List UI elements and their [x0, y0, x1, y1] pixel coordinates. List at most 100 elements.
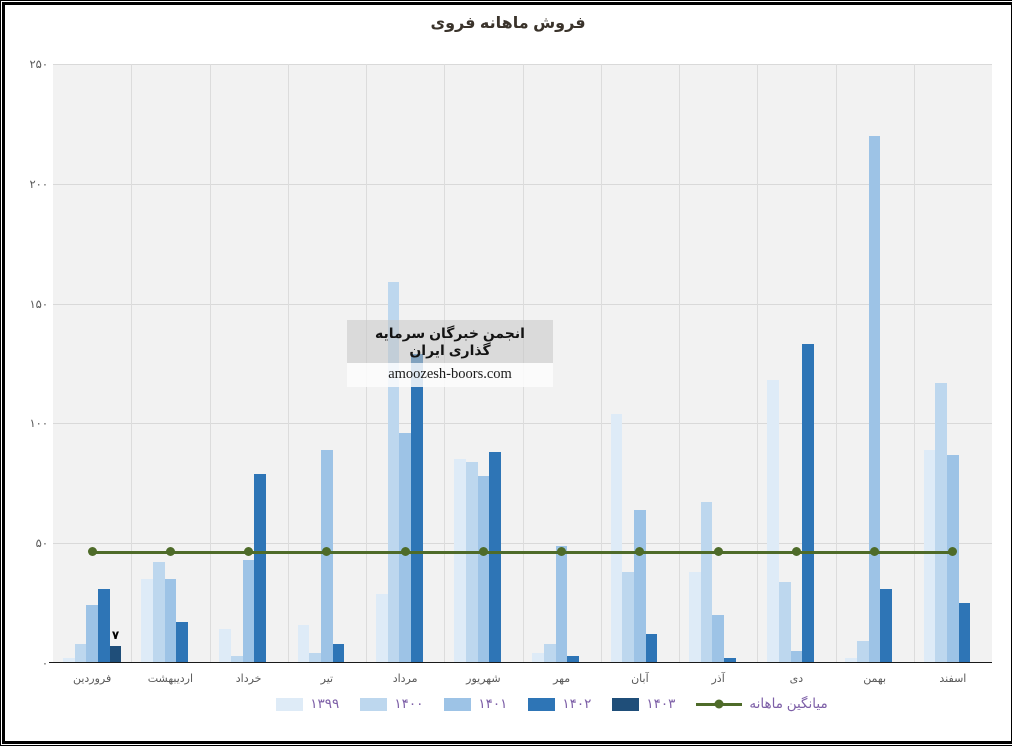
average-line-marker: [400, 547, 410, 557]
bar-۱۴۰۲-خرداد: [254, 473, 267, 663]
x-tick-label: تیر: [320, 673, 334, 685]
average-line-marker: [87, 547, 97, 557]
average-line-marker: [557, 547, 567, 557]
bar-۱۴۰۰-مهر: [544, 643, 556, 663]
bar-data-label: ۷: [111, 628, 120, 643]
bar-۱۴۰۳-فروردین: [109, 646, 122, 663]
bar-۱۴۰۱-دی: [790, 651, 803, 663]
bar-۱۴۰۱-اردیبهشت: [164, 579, 177, 663]
average-line-marker: [713, 547, 723, 557]
bar-۱۳۹۹-آذر: [688, 571, 701, 663]
bar-۱۴۰۱-شهریور: [477, 476, 490, 663]
gridline-vertical: [757, 64, 759, 663]
legend-item: ۱۴۰۲: [528, 696, 591, 712]
average-line-marker: [165, 547, 175, 557]
bar-۱۳۹۹-دی: [767, 380, 779, 663]
bar-۱۴۰۰-اسفند: [935, 382, 947, 663]
bar-۱۴۰۲-مرداد: [410, 353, 423, 663]
bar-۱۴۰۱-آذر: [712, 615, 724, 663]
chart-title: فروش ماهانه فروی: [430, 15, 586, 32]
average-line-marker: [948, 547, 958, 557]
bar-۱۳۹۹-خرداد: [219, 629, 232, 663]
bar-۱۳۹۹-تیر: [297, 624, 310, 663]
legend-label: ۱۳۹۹: [310, 696, 340, 711]
gridline-vertical: [913, 64, 915, 663]
bar-۱۴۰۰-دی: [778, 581, 791, 663]
bar-۱۳۹۹-آبان: [610, 413, 623, 663]
legend-item: ۱۳۹۹: [276, 696, 339, 712]
legend-swatch-icon: [444, 697, 472, 711]
bar-۱۳۹۹-فروردین: [62, 658, 75, 663]
gridline-vertical: [287, 64, 289, 663]
gridline-vertical: [679, 64, 680, 663]
average-line-marker: [244, 547, 254, 557]
bar-۱۴۰۱-خرداد: [242, 559, 255, 663]
x-tick-label: اردیبهشت: [147, 673, 194, 685]
bar-۱۴۰۱-فروردین: [86, 605, 98, 663]
x-tick-label: شهریور: [466, 673, 501, 685]
bar-۱۴۰۰-فروردین: [74, 643, 87, 663]
bar-۱۳۹۹-بهمن: [845, 658, 858, 663]
legend-label: ۱۴۰۳: [646, 696, 676, 711]
x-tick-label: مهر: [553, 673, 571, 685]
y-tick-label: ۵۰: [35, 538, 48, 551]
watermark-annotation: انجمن خبرگان سرمایه گذاری ایران amoozesh…: [347, 320, 553, 387]
y-tick-label: ۱۰۰: [29, 418, 48, 431]
legend-item: ۱۴۰۳: [612, 696, 675, 712]
y-tick-label: ۲۰۰: [29, 178, 48, 191]
bar-۱۴۰۰-تیر: [309, 653, 321, 663]
legend-item: ۱۴۰۱: [444, 696, 507, 712]
y-tick-label: ۱۵۰: [29, 298, 48, 311]
legend-swatch-icon: [276, 697, 304, 711]
gridline-vertical: [835, 64, 837, 663]
gridline-vertical: [600, 64, 602, 663]
legend-swatch-icon: [360, 697, 388, 711]
bar-۱۳۹۹-اردیبهشت: [141, 579, 153, 663]
x-tick-label: اسفند: [939, 673, 967, 685]
legend-item-average: میانگین ماهانه: [696, 696, 828, 712]
legend-average-dot-icon: [714, 699, 724, 709]
legend-swatch-icon: [528, 697, 556, 711]
gridline-vertical: [209, 64, 211, 663]
average-line-marker: [322, 547, 332, 557]
x-tick-label: خرداد: [235, 673, 262, 685]
bar-۱۴۰۱-بهمن: [868, 135, 881, 663]
bar-۱۴۰۲-فروردین: [97, 588, 110, 663]
bar-۱۴۰۲-بهمن: [880, 588, 893, 663]
legend-item: ۱۴۰۰: [360, 696, 423, 712]
average-line-marker: [791, 547, 801, 557]
x-tick-label: آبان: [631, 673, 649, 685]
bar-۱۴۰۱-تیر: [321, 449, 333, 663]
bar-۱۴۰۲-آبان: [645, 634, 658, 663]
bar-۱۴۰۰-اردیبهشت: [152, 562, 165, 663]
bar-۱۴۰۲-دی: [802, 344, 814, 663]
bar-۱۳۹۹-اسفند: [923, 449, 936, 663]
x-tick-label: فروردین: [72, 673, 112, 685]
average-line-marker: [478, 547, 488, 557]
bar-۱۴۰۲-تیر: [332, 643, 345, 663]
average-line-marker: [870, 547, 880, 557]
legend-label: ۱۴۰۱: [478, 696, 508, 711]
x-tick-label: دی: [789, 673, 804, 685]
gridline-vertical: [131, 64, 133, 663]
y-tick-label: ۲۵۰: [29, 59, 48, 71]
legend-label: میانگین ماهانه: [749, 696, 828, 711]
bar-۱۴۰۰-آذر: [700, 502, 713, 663]
bar-۱۴۰۰-آبان: [622, 571, 634, 663]
bar-۱۴۰۲-آذر: [723, 658, 736, 663]
bar-۱۳۹۹-مهر: [532, 653, 545, 663]
bar-۱۴۰۲-مهر: [567, 655, 580, 663]
average-line-marker: [635, 547, 645, 557]
bar-۱۴۰۲-شهریور: [489, 452, 501, 663]
bar-۱۴۰۰-خرداد: [231, 655, 243, 663]
bar-۱۴۰۰-مرداد: [387, 282, 400, 663]
bar-۱۴۰۱-آبان: [634, 509, 646, 663]
bar-۱۴۰۰-بهمن: [857, 641, 869, 663]
bar-۱۴۰۲-اردیبهشت: [176, 622, 188, 663]
legend-label: ۱۴۰۲: [562, 696, 592, 711]
x-axis-line: [49, 662, 992, 663]
x-tick-label: آذر: [711, 673, 725, 685]
average-line: [92, 550, 953, 554]
bar-۱۴۰۱-مهر: [555, 545, 568, 663]
x-tick-label: بهمن: [863, 673, 887, 685]
